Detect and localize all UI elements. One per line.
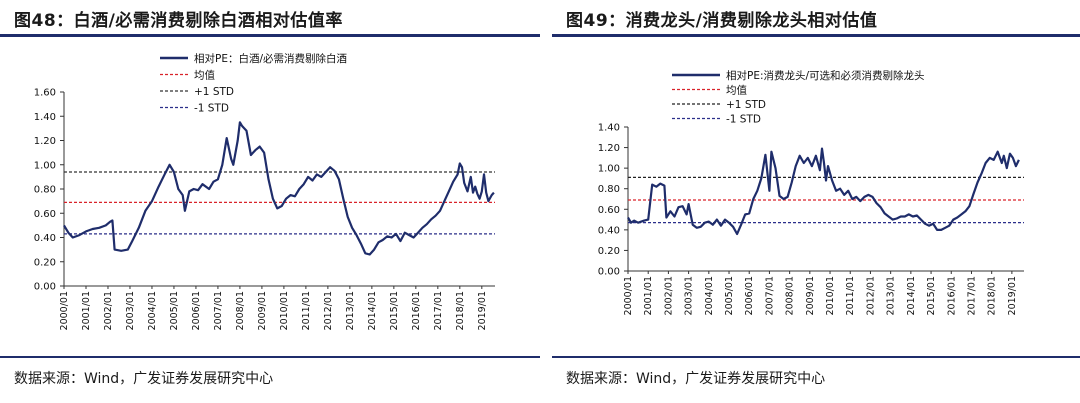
x-tick-label: 2012/01: [323, 291, 334, 330]
x-tick-label: 2006/01: [191, 291, 202, 330]
x-tick-label: 2002/01: [663, 276, 674, 315]
x-tick-label: 2004/01: [704, 276, 715, 315]
legend-label: -1 STD: [726, 114, 761, 126]
y-tick-label: 0.60: [34, 209, 56, 220]
x-tick-label: 2009/01: [257, 291, 268, 330]
source-rule-left: [0, 356, 540, 358]
y-tick-label: 0.20: [34, 257, 56, 268]
y-tick-label: 0.40: [34, 233, 56, 244]
x-tick-label: 2017/01: [966, 276, 977, 315]
x-tick-label: 2001/01: [81, 291, 92, 330]
source-rule-right: [552, 356, 1080, 358]
y-tick-label: 1.40: [34, 112, 56, 123]
x-tick-label: 2011/01: [845, 276, 856, 315]
source-note-left: 数据来源：Wind，广发证券发展研究中心: [14, 371, 274, 387]
x-tick-label: 2006/01: [744, 276, 755, 315]
y-tick-label: 1.20: [598, 143, 620, 154]
legend-label: 均值: [726, 84, 747, 97]
x-tick-label: 2019/01: [477, 291, 488, 330]
x-tick-label: 2004/01: [147, 291, 158, 330]
legend-label: +1 STD: [726, 99, 766, 111]
x-tick-label: 2009/01: [805, 276, 816, 315]
x-tick-label: 2015/01: [926, 276, 937, 315]
x-tick-label: 2016/01: [411, 291, 422, 330]
title-rule-left: [0, 34, 540, 37]
source-note-right: 数据来源：Wind，广发证券发展研究中心: [566, 371, 826, 387]
x-tick-label: 2016/01: [946, 276, 957, 315]
y-tick-label: 0.00: [34, 282, 56, 293]
legend-label: 均值: [194, 69, 215, 82]
y-tick-label: 0.80: [34, 185, 56, 196]
y-tick-label: 0.20: [598, 246, 620, 257]
x-tick-label: 2010/01: [825, 276, 836, 315]
series-line: [63, 121, 495, 256]
x-tick-label: 2002/01: [103, 291, 114, 330]
x-tick-label: 2013/01: [345, 291, 356, 330]
y-tick-label: 0.00: [598, 267, 620, 278]
chart-panel-left: 图48：白酒/必需消费剔除白酒相对估值率 0.00 0.20 0.40 0.60 0.8…: [0, 11, 540, 387]
x-tick-label: 2014/01: [906, 276, 917, 315]
x-tick-label: 2007/01: [764, 276, 775, 315]
title-rule-right: [552, 34, 1080, 37]
y-tick-label: 0.80: [598, 184, 620, 195]
x-tick-label: 2014/01: [367, 291, 378, 330]
x-tick-label: 2011/01: [301, 291, 312, 330]
y-tick-label: 1.00: [598, 164, 620, 175]
x-tick-label: 2003/01: [125, 291, 136, 330]
legend-label: +1 STD: [194, 86, 234, 98]
x-tick-label: 2008/01: [235, 291, 246, 330]
y-tick-label: 1.40: [598, 123, 620, 134]
y-tick-label: 1.00: [34, 160, 56, 171]
x-tick-label: 2010/01: [279, 291, 290, 330]
x-tick-label: 2018/01: [455, 291, 466, 330]
x-tick-label: 2018/01: [987, 276, 998, 315]
x-tick-label: 2000/01: [59, 291, 70, 330]
y-tick-label: 0.40: [598, 225, 620, 236]
legend-label: 相对PE：白酒/必需消费剔除白酒: [194, 52, 348, 65]
x-tick-label: 2007/01: [213, 291, 224, 330]
x-tick-label: 2012/01: [865, 276, 876, 315]
series-line: [627, 147, 1020, 236]
chart-panel-right: 图49：消费龙头/消费剔除龙头相对估值 0.00 0.20 0.40 0.60 0.80…: [552, 0, 1080, 403]
chart-left: 0.00 0.20 0.40 0.60 0.80 1.00 1.20 1.40 1.60 2000…: [34, 52, 495, 330]
x-tick-label: 2000/01: [623, 276, 634, 315]
legend-label: -1 STD: [194, 103, 229, 115]
x-tick-label: 2008/01: [785, 276, 796, 315]
chart-title-right: 图49：消费龙头/消费剔除龙头相对估值: [566, 11, 878, 31]
x-tick-label: 2019/01: [1007, 276, 1018, 315]
x-tick-label: 2001/01: [643, 276, 654, 315]
x-tick-label: 2003/01: [684, 276, 695, 315]
y-tick-label: 1.20: [34, 136, 56, 147]
chart-title-left: 图48：白酒/必需消费剔除白酒相对估值率: [14, 11, 343, 31]
x-tick-label: 2005/01: [169, 291, 180, 330]
y-tick-label: 0.60: [598, 205, 620, 216]
y-tick-label: 1.60: [34, 88, 56, 99]
x-tick-label: 2015/01: [389, 291, 400, 330]
legend-label: 相对PE:消费龙头/可选和必须消费剔除龙头: [726, 69, 925, 82]
x-tick-label: 2013/01: [886, 276, 897, 315]
chart-right: 0.00 0.20 0.40 0.60 0.80 1.00 1.20 1.40 2000/01 2…: [598, 69, 1024, 315]
x-tick-label: 2017/01: [433, 291, 444, 330]
x-tick-label: 2005/01: [724, 276, 735, 315]
